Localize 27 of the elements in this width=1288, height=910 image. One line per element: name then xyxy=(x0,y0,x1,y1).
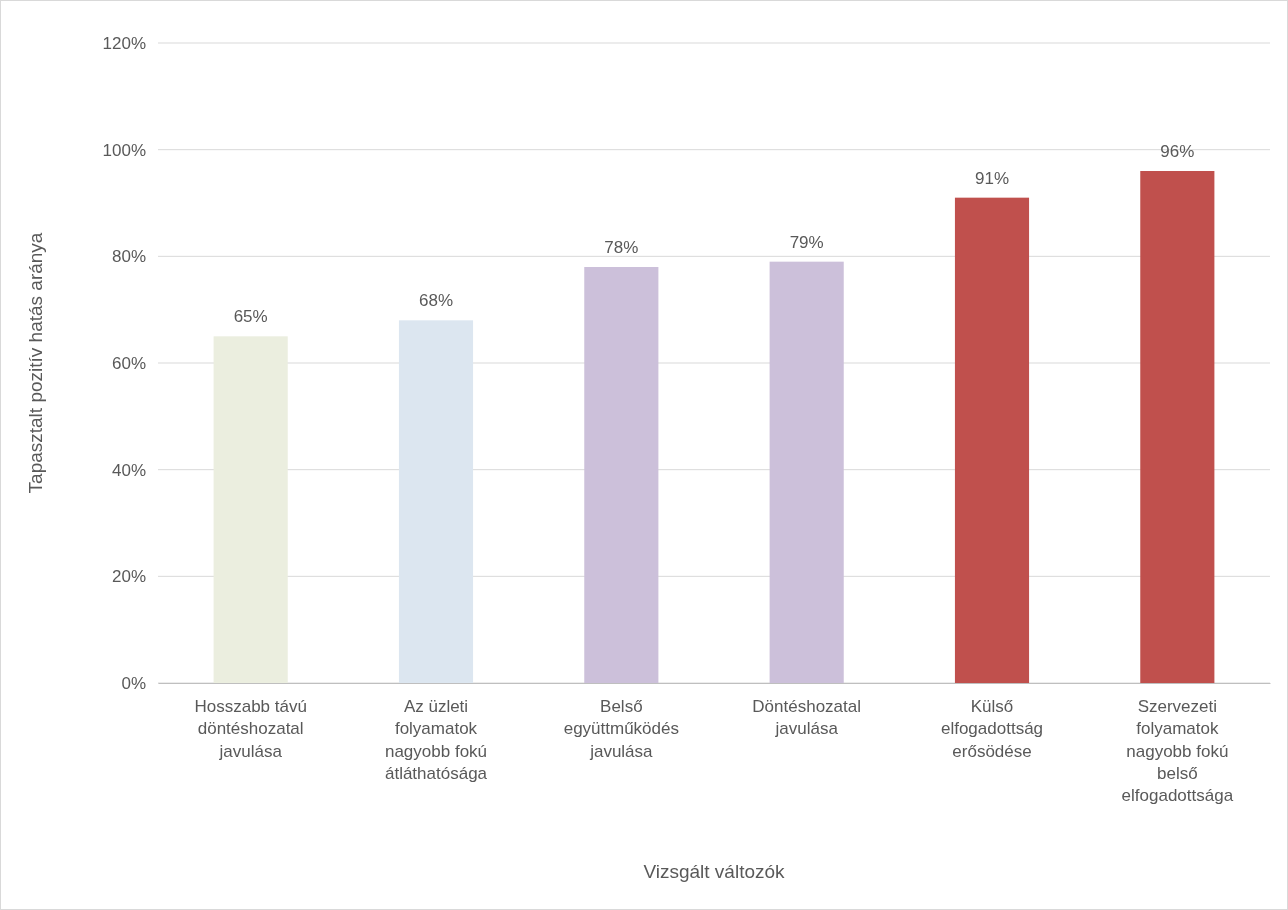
y-tick-label: 60% xyxy=(111,353,146,373)
bar xyxy=(769,261,844,683)
data-label: 65% xyxy=(233,307,268,327)
x-tick-label: Hosszabb távú döntéshozatal javulása xyxy=(194,697,307,761)
data-label: 91% xyxy=(974,168,1010,188)
x-tick-label: Az üzleti folyamatok nagyobb fokú átláthatósága xyxy=(384,697,488,783)
x-tick-label: Belső együttműködés javulása xyxy=(563,697,679,761)
data-label: 78% xyxy=(604,238,639,257)
x-tick-label: Szervezeti folyamatok nagyobb fokú belső elfogadottsága xyxy=(1121,697,1234,805)
bar xyxy=(954,197,1030,683)
y-tick-label: 0% xyxy=(121,673,146,693)
y-tick-label: 120% xyxy=(102,33,146,53)
data-label: 79% xyxy=(789,232,824,252)
y-tick-label: 100% xyxy=(102,140,146,160)
y-tick-label: 20% xyxy=(111,567,146,587)
x-tick-label: Külső elfogadottság erősödése xyxy=(940,697,1044,761)
y-tick-label: 80% xyxy=(111,247,146,267)
y-tick-label: 40% xyxy=(111,460,146,480)
data-label: 96% xyxy=(1160,142,1195,161)
x-axis-title: Vizsgált változók xyxy=(643,861,786,882)
bar xyxy=(1140,171,1215,683)
bar xyxy=(584,267,659,683)
data-label: 68% xyxy=(418,291,454,311)
y-axis-title: Tapasztalt pozitív hatás aránya xyxy=(25,232,46,494)
x-tick-label: Döntéshozatal javulása xyxy=(752,697,862,739)
bar xyxy=(213,336,288,683)
bar xyxy=(398,320,474,683)
